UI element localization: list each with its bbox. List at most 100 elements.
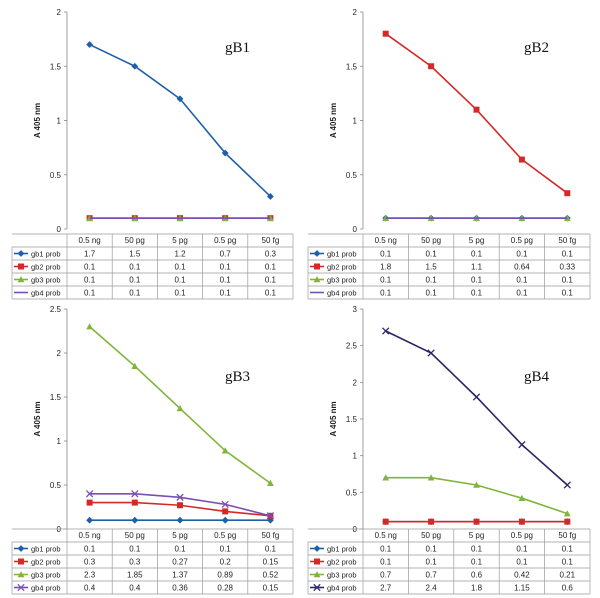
data-label: 0.1 bbox=[426, 545, 438, 554]
data-label: 1.15 bbox=[514, 584, 530, 593]
data-label: 0.42 bbox=[514, 571, 530, 580]
data-label: 2.4 bbox=[426, 584, 438, 593]
data-point bbox=[473, 106, 480, 113]
y-tick-label: 2 bbox=[57, 8, 62, 17]
data-label: 1.8 bbox=[380, 263, 392, 272]
data-point bbox=[563, 510, 571, 517]
x-tick-label: 50 pg bbox=[421, 531, 441, 540]
data-label: 0.3 bbox=[265, 250, 277, 259]
data-label: 2.3 bbox=[84, 571, 96, 580]
data-label: 0.1 bbox=[562, 289, 574, 298]
data-label: 0.7 bbox=[220, 250, 232, 259]
chart-title: gB4 bbox=[524, 369, 550, 385]
data-point bbox=[563, 214, 571, 221]
data-point bbox=[427, 474, 435, 481]
data-label: 0.3 bbox=[129, 558, 141, 567]
data-label: 0.1 bbox=[380, 276, 392, 285]
data-point bbox=[86, 41, 93, 48]
data-point bbox=[473, 518, 480, 525]
legend-label: gb2 prob bbox=[327, 263, 357, 272]
data-label: 0.1 bbox=[516, 545, 528, 554]
data-label: 0.1 bbox=[129, 289, 141, 298]
chart-panel-gb3: 0 0.5 1 1.5 2 2.5 A 405 nm gB3 0.5 ng 50 pg 5 pg 0.… bbox=[11, 305, 294, 595]
data-point bbox=[428, 63, 435, 70]
data-label: 0.1 bbox=[380, 289, 392, 298]
data-label: 0.1 bbox=[84, 545, 96, 554]
y-axis-label: A 405 nm bbox=[329, 103, 338, 138]
x-tick-label: 0.5 ng bbox=[78, 236, 100, 245]
legend-key-marker bbox=[314, 558, 320, 565]
data-label: 0.89 bbox=[217, 571, 233, 580]
data-label: 0.1 bbox=[471, 250, 483, 259]
data-point bbox=[518, 494, 526, 501]
data-point bbox=[267, 479, 274, 487]
series-line-gb1-prob bbox=[89, 43, 271, 198]
data-label: 1.37 bbox=[172, 571, 188, 580]
x-tick-label: 50 pg bbox=[125, 531, 145, 540]
data-point bbox=[176, 516, 184, 524]
x-tick-label: 0.5 ng bbox=[375, 236, 397, 245]
data-point bbox=[86, 516, 93, 524]
data-label: 0.4 bbox=[129, 584, 141, 593]
data-label: 0.1 bbox=[426, 558, 438, 567]
data-label: 1.5 bbox=[129, 250, 141, 259]
series-line-gb2-prob bbox=[385, 33, 568, 194]
data-point bbox=[85, 490, 94, 498]
data-label: 0.1 bbox=[426, 250, 438, 259]
data-label: 1.5 bbox=[426, 263, 438, 272]
data-label: 0.1 bbox=[426, 276, 438, 285]
data-point bbox=[131, 490, 139, 498]
data-label: 0.1 bbox=[562, 276, 574, 285]
data-label: 0.1 bbox=[516, 250, 528, 259]
x-tick-label: 50 fg bbox=[262, 531, 280, 540]
data-label: 0.1 bbox=[129, 545, 141, 554]
legend-key-marker bbox=[313, 276, 321, 283]
data-point bbox=[382, 518, 389, 525]
data-point bbox=[221, 447, 229, 454]
data-label: 0.1 bbox=[84, 276, 96, 285]
legend-key-marker bbox=[18, 558, 24, 565]
data-label: 0.1 bbox=[516, 289, 528, 298]
data-label: 0.1 bbox=[516, 558, 528, 567]
data-label: 0.1 bbox=[220, 263, 232, 272]
y-tick-label: 0 bbox=[57, 225, 62, 234]
legend-key-marker bbox=[17, 276, 25, 283]
y-tick-label: 0.5 bbox=[50, 481, 62, 490]
x-tick-label: 50 fg bbox=[558, 531, 576, 540]
data-point bbox=[564, 190, 571, 197]
y-tick-label: 2 bbox=[57, 349, 62, 358]
legend-label: gb1 prob bbox=[31, 250, 61, 259]
x-tick-label: 0.5 ng bbox=[375, 531, 397, 540]
y-tick-label: 1 bbox=[353, 117, 358, 126]
data-point bbox=[221, 516, 229, 524]
data-label: 1.2 bbox=[174, 250, 186, 259]
data-label: 0.1 bbox=[471, 545, 483, 554]
data-point bbox=[86, 499, 93, 506]
y-tick-label: 1.5 bbox=[50, 393, 62, 402]
x-tick-label: 0.5 pg bbox=[511, 236, 533, 245]
data-label: 0.1 bbox=[471, 558, 483, 567]
data-label: 0.1 bbox=[265, 276, 277, 285]
data-label: 0.27 bbox=[172, 558, 188, 567]
data-point bbox=[176, 95, 184, 103]
legend-key-marker bbox=[313, 583, 321, 592]
legend-key-marker bbox=[17, 583, 25, 592]
data-point bbox=[428, 518, 435, 525]
data-point bbox=[131, 516, 139, 524]
data-label: 0.28 bbox=[217, 584, 233, 593]
data-label: 0.1 bbox=[471, 276, 483, 285]
data-label: 0.1 bbox=[84, 289, 96, 298]
y-tick-label: 1.5 bbox=[50, 62, 62, 71]
data-label: 0.1 bbox=[220, 289, 232, 298]
legend-label: gb1 prob bbox=[327, 545, 357, 554]
legend-key-marker bbox=[17, 571, 25, 578]
x-tick-label: 5 pg bbox=[172, 236, 188, 245]
data-point bbox=[86, 323, 93, 330]
y-tick-label: 0.5 bbox=[346, 171, 358, 180]
chart-panel-gb2: 0 0.5 1 1.5 2 A 405 nm gB2 0.5 ng 50 pg 5 pg 0.5 p… bbox=[307, 8, 591, 300]
y-axis-label: A 405 nm bbox=[33, 103, 42, 138]
data-label: 0.7 bbox=[380, 571, 392, 580]
legend-key-marker bbox=[313, 250, 321, 257]
x-tick-label: 5 pg bbox=[469, 531, 485, 540]
